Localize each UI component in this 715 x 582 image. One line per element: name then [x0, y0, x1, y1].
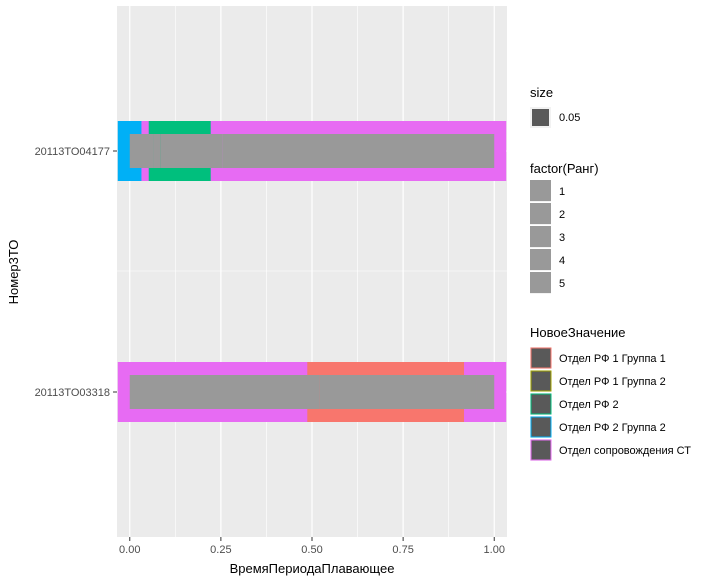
bar-segment-fill — [160, 134, 223, 168]
legend-rank-label: 5 — [559, 278, 565, 290]
legend-rank-key — [530, 180, 551, 201]
legend-group-label: Отдел РФ 1 Группа 1 — [559, 353, 666, 365]
legend-group-key — [530, 416, 552, 438]
legend-group-label: Отдел РФ 1 Группа 2 — [559, 376, 666, 388]
legend-rank-key — [530, 226, 551, 247]
legend-group-label: Отдел РФ 2 — [559, 399, 619, 411]
grid-lines — [117, 6, 507, 537]
legend-rank-label: 2 — [559, 209, 565, 221]
x-axis-title: ВремяПериодаПлавающее — [230, 561, 395, 576]
legend-group-title: НовоеЗначение — [530, 325, 626, 340]
legend-rank-label: 1 — [559, 186, 565, 198]
legend-group-key — [530, 393, 552, 415]
legend-rank-key — [530, 249, 551, 270]
bar-segment-fill — [129, 375, 320, 409]
legend-rank-key — [530, 272, 551, 293]
y-axis: 20113TO04177 20113TO03318 — [35, 146, 117, 399]
x-tick-label: 0.25 — [210, 544, 231, 556]
y-tick-label: 20113TO04177 — [35, 146, 110, 158]
legend-size-key — [532, 109, 549, 126]
x-tick-label: 0.50 — [301, 544, 322, 556]
legend-rank-label: 4 — [559, 255, 565, 267]
legend-group: НовоеЗначение Отдел РФ 1 Группа 1 Отдел РФ… — [530, 325, 691, 461]
bar-segment-fill — [319, 375, 477, 409]
legend-size-label: 0.05 — [559, 112, 580, 124]
x-tick-label: 1.00 — [484, 544, 505, 556]
legend-group-label: Отдел сопровождения СТ — [559, 445, 691, 457]
legend-rank-key — [530, 203, 551, 224]
bar-segment-fill — [153, 134, 161, 168]
bar-segment-fill — [476, 375, 495, 409]
legend-group-key — [530, 370, 552, 392]
x-axis: 0.00 0.25 0.50 0.75 1.00 — [119, 537, 505, 556]
bar-segment-fill — [129, 134, 154, 168]
y-tick-label: 20113TO03318 — [35, 387, 110, 399]
x-tick-label: 0.00 — [119, 544, 140, 556]
legend-group-key — [530, 439, 552, 461]
bar-segments — [117, 121, 507, 422]
legend-group-key — [530, 347, 552, 369]
legend-rank: factor(Ранг) 1 2 3 4 5 — [530, 161, 599, 294]
legend-size-title: size — [530, 85, 553, 100]
bar-segment-fill — [222, 134, 495, 168]
y-axis-title: Номер3ТО — [6, 240, 21, 305]
legend-group-label: Отдел РФ 2 Группа 2 — [559, 422, 666, 434]
legend-size: size 0.05 — [530, 85, 580, 128]
legend-rank-label: 3 — [559, 232, 565, 244]
legend-rank-title: factor(Ранг) — [530, 161, 599, 176]
x-tick-label: 0.75 — [392, 544, 413, 556]
